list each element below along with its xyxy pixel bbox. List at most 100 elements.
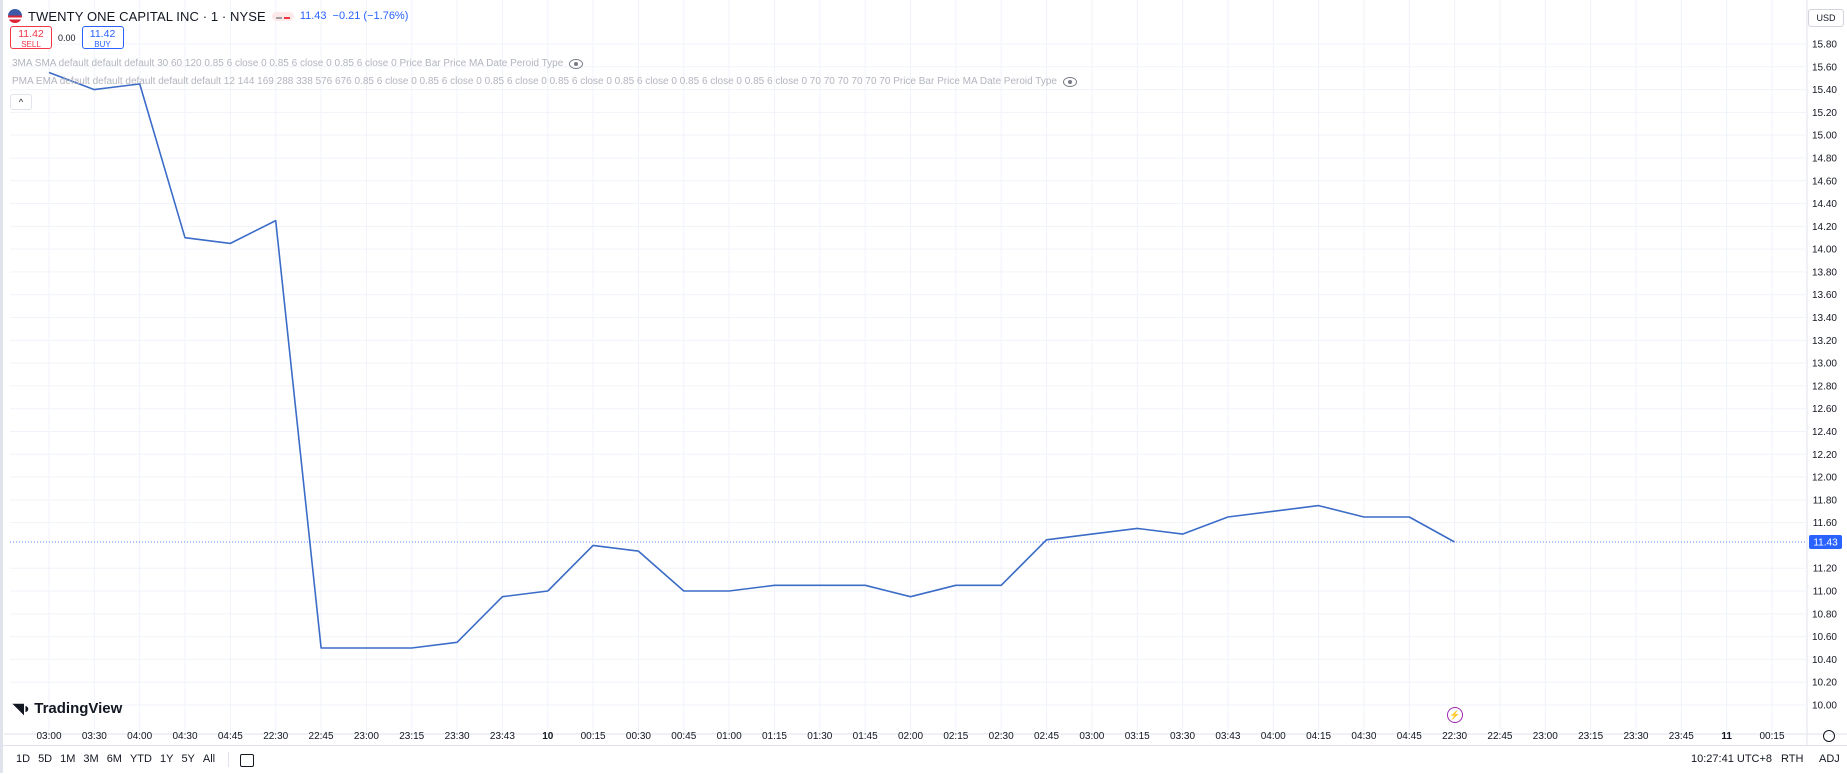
y-tick-label: 14.40 — [1812, 199, 1837, 210]
x-tick-label: 02:30 — [989, 731, 1014, 742]
x-tick-label: 23:30 — [1623, 731, 1648, 742]
buy-button[interactable]: 11.42 BUY — [81, 26, 124, 49]
y-tick-label: 10.20 — [1812, 678, 1837, 689]
y-tick-label: 12.20 — [1812, 450, 1837, 461]
sell-price: 11.42 — [18, 28, 44, 40]
y-tick-label: 13.40 — [1812, 313, 1837, 324]
market-status-icon[interactable] — [271, 11, 294, 21]
sell-button[interactable]: 11.42 SELL — [10, 26, 52, 49]
y-tick-label: 14.20 — [1812, 222, 1837, 233]
x-tick-label: 22:30 — [263, 731, 288, 742]
x-tick-label: 00:15 — [1759, 731, 1784, 742]
x-tick-label: 01:45 — [853, 731, 878, 742]
adjust-toggle[interactable]: ADJ — [1819, 753, 1840, 765]
calendar-goto-icon[interactable] — [240, 754, 254, 767]
toolbar-divider — [228, 752, 229, 767]
lightning-icon[interactable]: ⚡ — [1447, 707, 1463, 723]
y-tick-label: 14.00 — [1812, 245, 1837, 256]
x-tick-label: 00:30 — [626, 731, 651, 742]
collapse-indicators-button[interactable]: ^ — [10, 94, 32, 110]
trade-panel: 11.42 SELL 0.00 11.42 BUY — [10, 26, 124, 49]
x-tick-label: 04:45 — [1397, 731, 1422, 742]
x-tick-label: 02:00 — [898, 731, 923, 742]
x-tick-label: 23:00 — [1533, 731, 1558, 742]
x-tick-label: 23:15 — [1578, 731, 1603, 742]
range-all[interactable]: All — [202, 753, 216, 765]
session-toggle[interactable]: RTH — [1781, 753, 1804, 765]
currency-selector[interactable]: USD — [1808, 9, 1844, 27]
price-chart[interactable]: 03:00 03:30 04:00 04:30 04:45 22:30 22:45 23:00… — [4, 0, 1847, 745]
x-tick-label: 23:15 — [399, 731, 424, 742]
range-ytd[interactable]: YTD — [129, 753, 152, 765]
tradingview-logo: ◥◗ TradingView — [13, 700, 122, 717]
x-tick-label: 03:43 — [1215, 731, 1240, 742]
x-tick-label: 04:15 — [1306, 731, 1331, 742]
us-flag-icon — [8, 9, 22, 23]
x-tick-label: 23:43 — [490, 731, 515, 742]
x-tick-label: 03:00 — [1079, 731, 1104, 742]
y-tick-label: 11.20 — [1813, 564, 1838, 575]
x-tick-label: 03:00 — [36, 731, 61, 742]
eye-icon[interactable] — [569, 58, 584, 69]
sell-label: SELL — [21, 40, 41, 49]
tradingview-mark-icon: ◥◗ — [13, 700, 31, 716]
range-1d[interactable]: 1D — [16, 753, 31, 765]
indicator-pma[interactable]: PMA EMA default default default default … — [12, 76, 1077, 87]
range-5d[interactable]: 5D — [38, 753, 53, 765]
y-tick-label: 12.80 — [1812, 381, 1837, 392]
x-tick-label: 04:30 — [1351, 731, 1376, 742]
x-tick-label: 04:45 — [218, 731, 243, 742]
buy-price: 11.42 — [89, 28, 116, 40]
y-tick-label: 13.20 — [1812, 336, 1837, 347]
x-tick-label: 22:45 — [1487, 731, 1512, 742]
symbol-header: TWENTY ONE CAPITAL INC · 1 · NYSE 11.43 … — [8, 7, 408, 25]
range-6m[interactable]: 6M — [106, 753, 122, 765]
x-tick-label: 02:45 — [1034, 731, 1059, 742]
x-tick-label: 03:30 — [1170, 731, 1195, 742]
y-tick-label: 12.60 — [1812, 404, 1837, 415]
y-tick-label: 13.60 — [1812, 290, 1837, 301]
eye-icon[interactable] — [1062, 76, 1077, 87]
x-tick-label: 01:15 — [762, 731, 787, 742]
y-tick-label: 14.80 — [1812, 153, 1837, 164]
header-price: 11.43 — [299, 10, 327, 22]
range-1y[interactable]: 1Y — [159, 753, 174, 765]
x-tick-label: 01:00 — [717, 731, 742, 742]
buy-label: BUY — [94, 40, 111, 49]
bottom-toolbar: 1D 5D 1M 3M 6M YTD 1Y 5Y All 10:27:41 UT… — [0, 745, 1847, 774]
indicator-3ma[interactable]: 3MA SMA default default default 30 60 12… — [12, 58, 584, 69]
x-tick-label: 03:15 — [1125, 731, 1150, 742]
y-tick-label: 10.00 — [1812, 701, 1837, 712]
x-tick-label: 02:15 — [943, 731, 968, 742]
y-tick-label: 10.80 — [1812, 609, 1837, 620]
x-tick-label: 04:30 — [173, 731, 198, 742]
clock[interactable]: 10:27:41 UTC+8 — [1691, 753, 1773, 765]
y-tick-label: 15.00 — [1812, 131, 1837, 142]
x-tick-label: 23:30 — [445, 731, 470, 742]
x-tick-label: 10 — [542, 731, 554, 742]
y-tick-label: 13.00 — [1812, 359, 1837, 370]
indicator-pma-label: PMA EMA default default default default … — [12, 76, 1057, 87]
settings-gear-icon[interactable] — [1823, 730, 1835, 742]
y-tick-label: 15.80 — [1812, 40, 1837, 51]
y-tick-label: 12.40 — [1812, 427, 1837, 438]
tradingview-wordmark: TradingView — [34, 700, 123, 717]
range-3m[interactable]: 3M — [83, 753, 99, 765]
header-change: −0.21 (−1.76%) — [332, 10, 409, 22]
range-selector: 1D 5D 1M 3M 6M YTD 1Y 5Y All — [16, 753, 223, 765]
x-tick-label: 04:00 — [127, 731, 152, 742]
range-5y[interactable]: 5Y — [181, 753, 195, 765]
x-tick-label: 23:45 — [1669, 731, 1694, 742]
last-price-label: 11.43 — [1813, 538, 1838, 549]
y-tick-label: 13.80 — [1812, 267, 1837, 278]
y-tick-label: 11.80 — [1813, 495, 1838, 506]
x-tick-label: 00:15 — [581, 731, 606, 742]
y-tick-label: 10.40 — [1812, 655, 1837, 666]
y-tick-label: 11.60 — [1813, 518, 1838, 529]
x-tick-label: 22:45 — [309, 731, 334, 742]
range-1m[interactable]: 1M — [60, 753, 76, 765]
last-price-badge — [1809, 535, 1842, 550]
symbol-title[interactable]: TWENTY ONE CAPITAL INC · 1 · NYSE — [28, 8, 266, 24]
y-tick-label: 15.40 — [1812, 85, 1837, 96]
